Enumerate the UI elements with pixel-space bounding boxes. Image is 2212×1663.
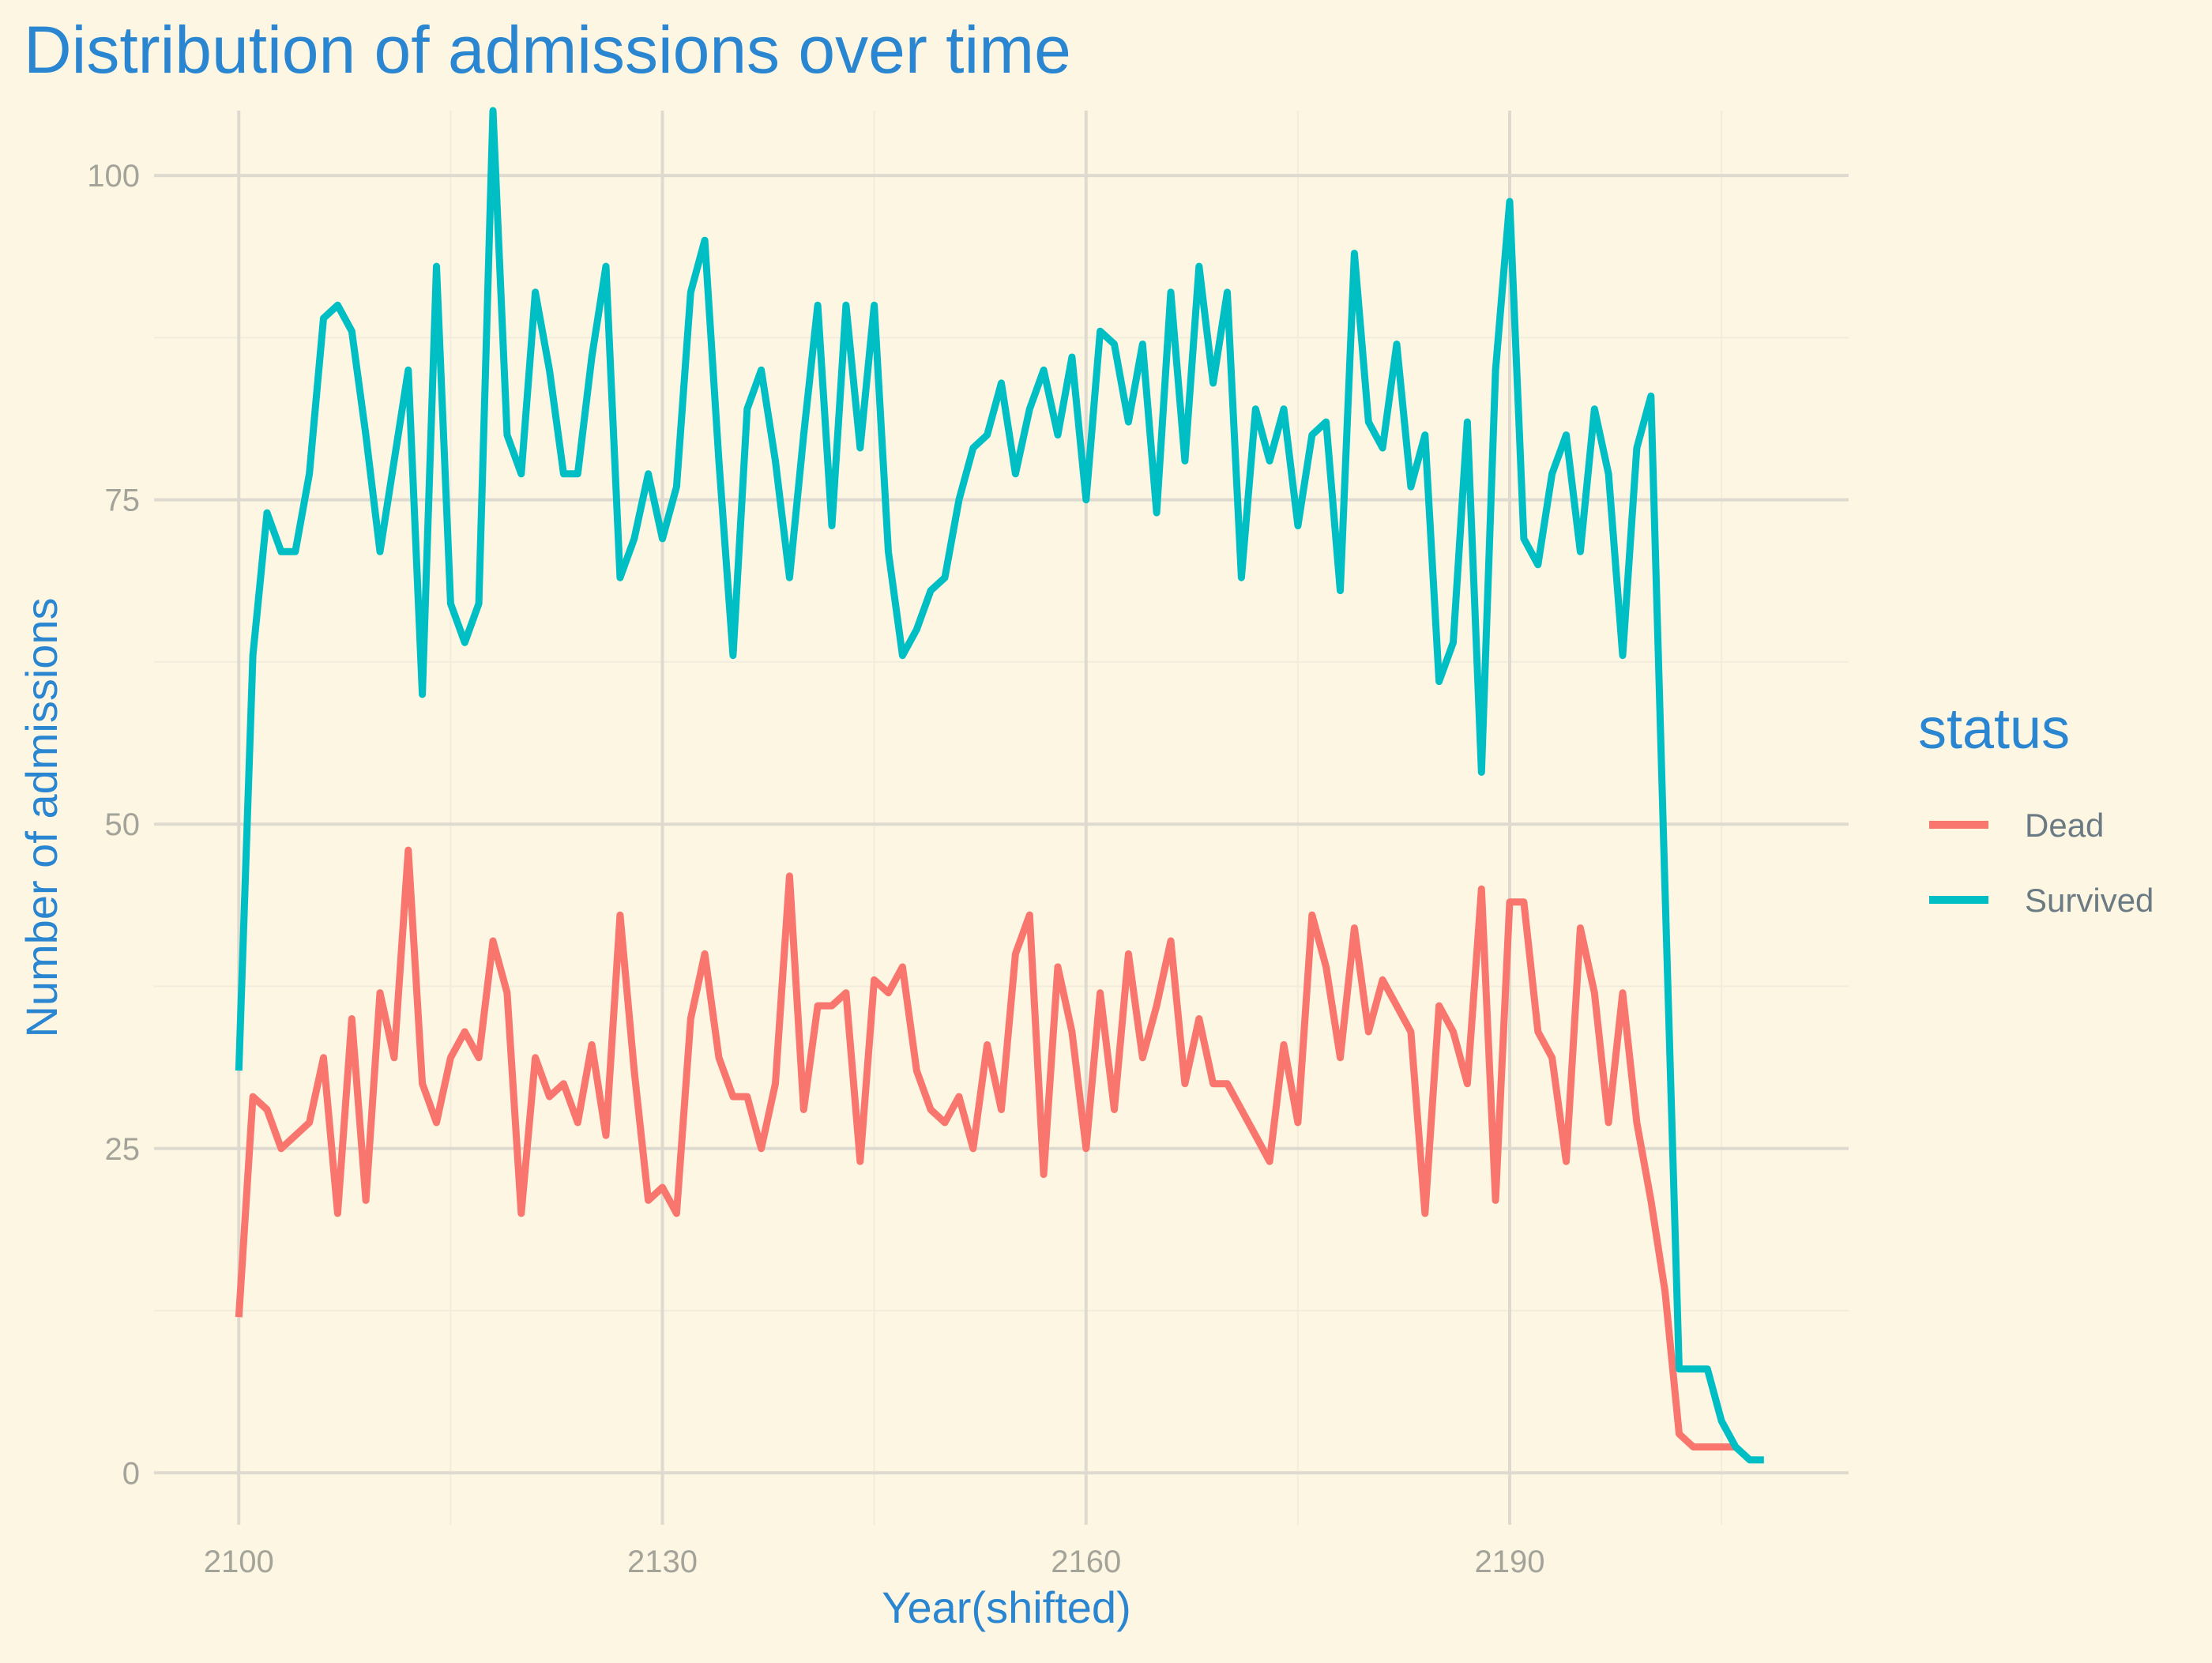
y-tick-label: 25 [105,1132,141,1167]
x-tick-label: 2130 [627,1544,698,1579]
series-line-survived [235,107,1764,1464]
x-axis-title: Year(shifted) [882,1582,1130,1632]
legend-label-survived: Survived [2025,882,2154,919]
legend-title: status [1918,698,2070,761]
y-tick-label: 100 [87,159,140,194]
x-tick-label: 2160 [1051,1544,1121,1579]
x-axis-tick-labels: 2100 2130 2160 2190 [204,1544,1545,1579]
legend: status Dead Survived [1918,698,2154,919]
legend-label-dead: Dead [2025,807,2104,844]
y-axis-tick-labels: 0 25 50 75 100 [87,159,140,1491]
y-tick-label: 0 [122,1456,140,1491]
y-tick-label: 75 [105,483,141,518]
y-tick-label: 50 [105,807,141,842]
chart-title: Distribution of admissions over time [24,13,1071,87]
x-tick-label: 2100 [204,1544,274,1579]
series-line-dead [235,846,1736,1450]
legend-entries: Dead Survived [1929,807,2154,919]
series-lines [235,107,1764,1464]
x-tick-label: 2190 [1475,1544,1545,1579]
y-axis-title: Number of admissions [17,597,66,1037]
